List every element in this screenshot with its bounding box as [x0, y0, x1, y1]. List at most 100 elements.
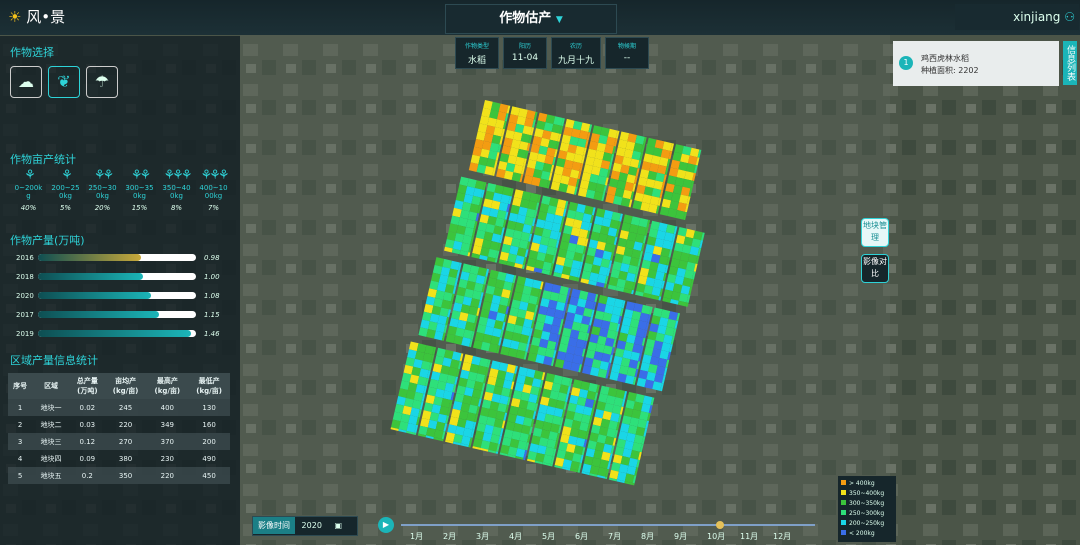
yield-cell [486, 359, 491, 368]
yield-cell [637, 418, 648, 429]
yield-cell [594, 408, 605, 419]
crop-icon[interactable]: ☁ [10, 66, 42, 98]
yield-cell [589, 333, 599, 344]
yield-cell [572, 354, 582, 365]
month-label: 3月 [476, 532, 490, 541]
month-label: 12月 [773, 532, 792, 541]
yield-cell [673, 226, 678, 235]
yield-cell [579, 163, 584, 172]
yield-cell [498, 202, 509, 212]
yield-cell [549, 271, 553, 276]
yield-cell [549, 197, 559, 207]
yield-cell [448, 268, 459, 279]
yield-cell [635, 290, 644, 297]
yield-cell [598, 134, 608, 145]
yield-cell [617, 237, 628, 248]
yield-cell [678, 259, 688, 270]
yield-cell [481, 107, 491, 118]
yield-cell [445, 415, 449, 424]
yield-cell [665, 281, 675, 292]
yield-cell [685, 302, 689, 307]
yield-cell [596, 274, 607, 284]
yield-cell [614, 154, 624, 165]
yield-cell [459, 353, 464, 362]
yield-cell [638, 217, 649, 228]
map-button[interactable]: 影像对比 [861, 254, 889, 283]
yield-cell [553, 374, 563, 385]
table-cell: 130 [188, 399, 230, 416]
yield-cell [410, 407, 420, 418]
title-tab[interactable]: 作物估产 ▼ [445, 4, 617, 34]
bar-row: 2017 1.15 [16, 309, 231, 328]
yield-cell [589, 432, 599, 442]
yield-cell [466, 280, 476, 291]
yield-cell [574, 346, 584, 357]
yield-cell [569, 329, 580, 339]
side-tab[interactable]: 信息列表 [1063, 41, 1077, 85]
yield-cell [527, 335, 531, 345]
yield-cell [534, 321, 545, 331]
yield-cell [522, 264, 525, 270]
yield-cell [621, 222, 631, 232]
yield-cell [520, 133, 531, 143]
yield-cell [441, 431, 446, 440]
table-cell: 160 [202, 420, 216, 429]
yield-cell [499, 395, 509, 405]
table-cell: 2 [17, 420, 23, 429]
yield-cell [631, 289, 634, 295]
yield-cell [484, 326, 494, 336]
yield-cell [557, 133, 562, 142]
yield-cell [427, 288, 438, 298]
yield-cell [618, 430, 628, 441]
yield-cell [637, 258, 642, 268]
legend-swatch [841, 480, 846, 485]
yield-cell [443, 423, 448, 432]
yield-cell [630, 351, 640, 362]
map-button[interactable]: 地块管理 [861, 218, 889, 247]
yield-cell [578, 388, 589, 399]
yield-cell [471, 228, 476, 238]
yield-cell [569, 468, 579, 473]
yield-cell [469, 338, 473, 348]
yield-cell [583, 455, 594, 466]
yield-cell [529, 192, 540, 203]
field-card[interactable]: 1 鸡西虎林水稻 种植面积: 2202 [893, 41, 1059, 86]
yield-cell [474, 237, 484, 248]
yield-cell [547, 299, 558, 310]
yield-cell [584, 254, 595, 265]
yield-cell [693, 165, 698, 174]
table-header: 总产量 (万吨) [69, 373, 105, 399]
yield-cell [422, 311, 432, 322]
yield-cell [654, 139, 665, 150]
date-picker[interactable]: 影像时间 2020 ▣ [252, 516, 358, 536]
play-button[interactable]: ▶ [378, 517, 394, 533]
yield-cell [493, 159, 498, 169]
yield-cell [633, 142, 643, 153]
yield-cell [467, 178, 477, 188]
yield-cell [571, 288, 581, 299]
user-box[interactable]: xinjiang ⚇ [955, 4, 1079, 30]
legend-item: 200~250kg [841, 519, 893, 529]
yield-cell [608, 420, 618, 430]
yield-cell [567, 144, 578, 154]
yield-cell [414, 351, 425, 361]
yield-cell [564, 352, 575, 363]
yield-cell [533, 370, 544, 380]
yield-cell [574, 211, 585, 221]
yield-cell [590, 231, 600, 242]
yield-cell [596, 281, 605, 288]
yield-cell [665, 183, 675, 193]
yield-cell [668, 311, 679, 321]
yield-cell [550, 423, 560, 433]
yield-cell [663, 190, 673, 201]
yield-cell [674, 177, 685, 187]
yield-cell [523, 158, 527, 167]
timeline-handle[interactable] [716, 521, 724, 529]
crop-icon[interactable]: ☂ [86, 66, 118, 98]
yield-cell [571, 420, 582, 430]
crop-icon[interactable]: ❦ [48, 66, 80, 98]
yield-cell [610, 412, 620, 423]
yield-cell [445, 317, 450, 326]
yield-cell [615, 286, 625, 293]
yield-cell [528, 250, 539, 260]
